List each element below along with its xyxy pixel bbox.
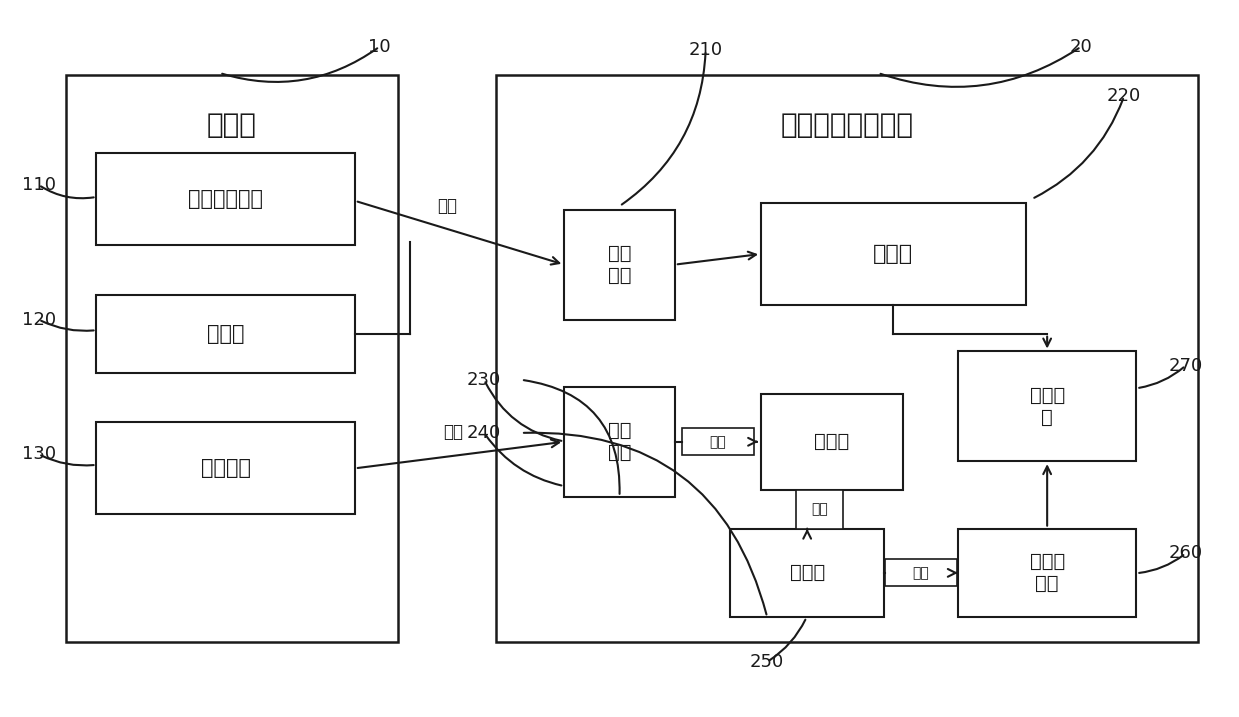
Text: 260: 260 — [1168, 544, 1203, 562]
Bar — [730, 528, 885, 617]
Text: 110: 110 — [21, 176, 56, 194]
Text: 驱动模
块: 驱动模 块 — [1030, 386, 1064, 427]
Text: 120: 120 — [21, 310, 56, 328]
Text: 210: 210 — [689, 42, 722, 60]
Text: 通信
接口: 通信 接口 — [608, 244, 631, 285]
Bar — [97, 422, 354, 514]
Text: 存储器: 存储器 — [207, 323, 244, 343]
Text: 线缆: 线缆 — [437, 197, 457, 215]
Bar — [564, 387, 675, 497]
Text: 管道: 管道 — [444, 423, 463, 441]
Text: 270: 270 — [1168, 356, 1203, 374]
Text: 管道
接口: 管道 接口 — [608, 422, 631, 462]
Text: 130: 130 — [21, 445, 56, 463]
Bar — [97, 295, 354, 373]
Text: 管道: 管道 — [913, 566, 929, 580]
Bar — [761, 394, 902, 490]
Text: 管道: 管道 — [812, 502, 828, 516]
Text: 负压泵: 负压泵 — [789, 564, 825, 582]
Bar — [497, 75, 1198, 642]
Text: 20: 20 — [1069, 38, 1093, 56]
Text: 250: 250 — [750, 652, 784, 671]
Text: 吸引管道: 吸引管道 — [201, 458, 250, 478]
Bar — [797, 490, 843, 528]
Bar — [66, 75, 398, 642]
Text: 收集器: 收集器 — [814, 432, 850, 451]
Text: 处理器: 处理器 — [873, 244, 913, 264]
Bar — [683, 428, 753, 455]
Bar — [97, 153, 354, 245]
Bar — [958, 528, 1136, 617]
Text: 220: 220 — [1106, 87, 1141, 105]
Bar — [958, 351, 1136, 461]
Bar — [761, 203, 1026, 305]
Text: 240: 240 — [467, 424, 502, 442]
Text: 图像采集装置: 图像采集装置 — [188, 189, 263, 209]
Text: 压力传
感器: 压力传 感器 — [1030, 552, 1064, 594]
Bar — [564, 209, 675, 320]
Text: 管道: 管道 — [710, 435, 726, 449]
Bar — [886, 559, 957, 587]
Text: 吸引管: 吸引管 — [207, 110, 256, 138]
Text: 10: 10 — [368, 38, 390, 56]
Text: 宫腔吸引设备本体: 宫腔吸引设备本体 — [781, 110, 913, 138]
Text: 230: 230 — [467, 371, 502, 389]
